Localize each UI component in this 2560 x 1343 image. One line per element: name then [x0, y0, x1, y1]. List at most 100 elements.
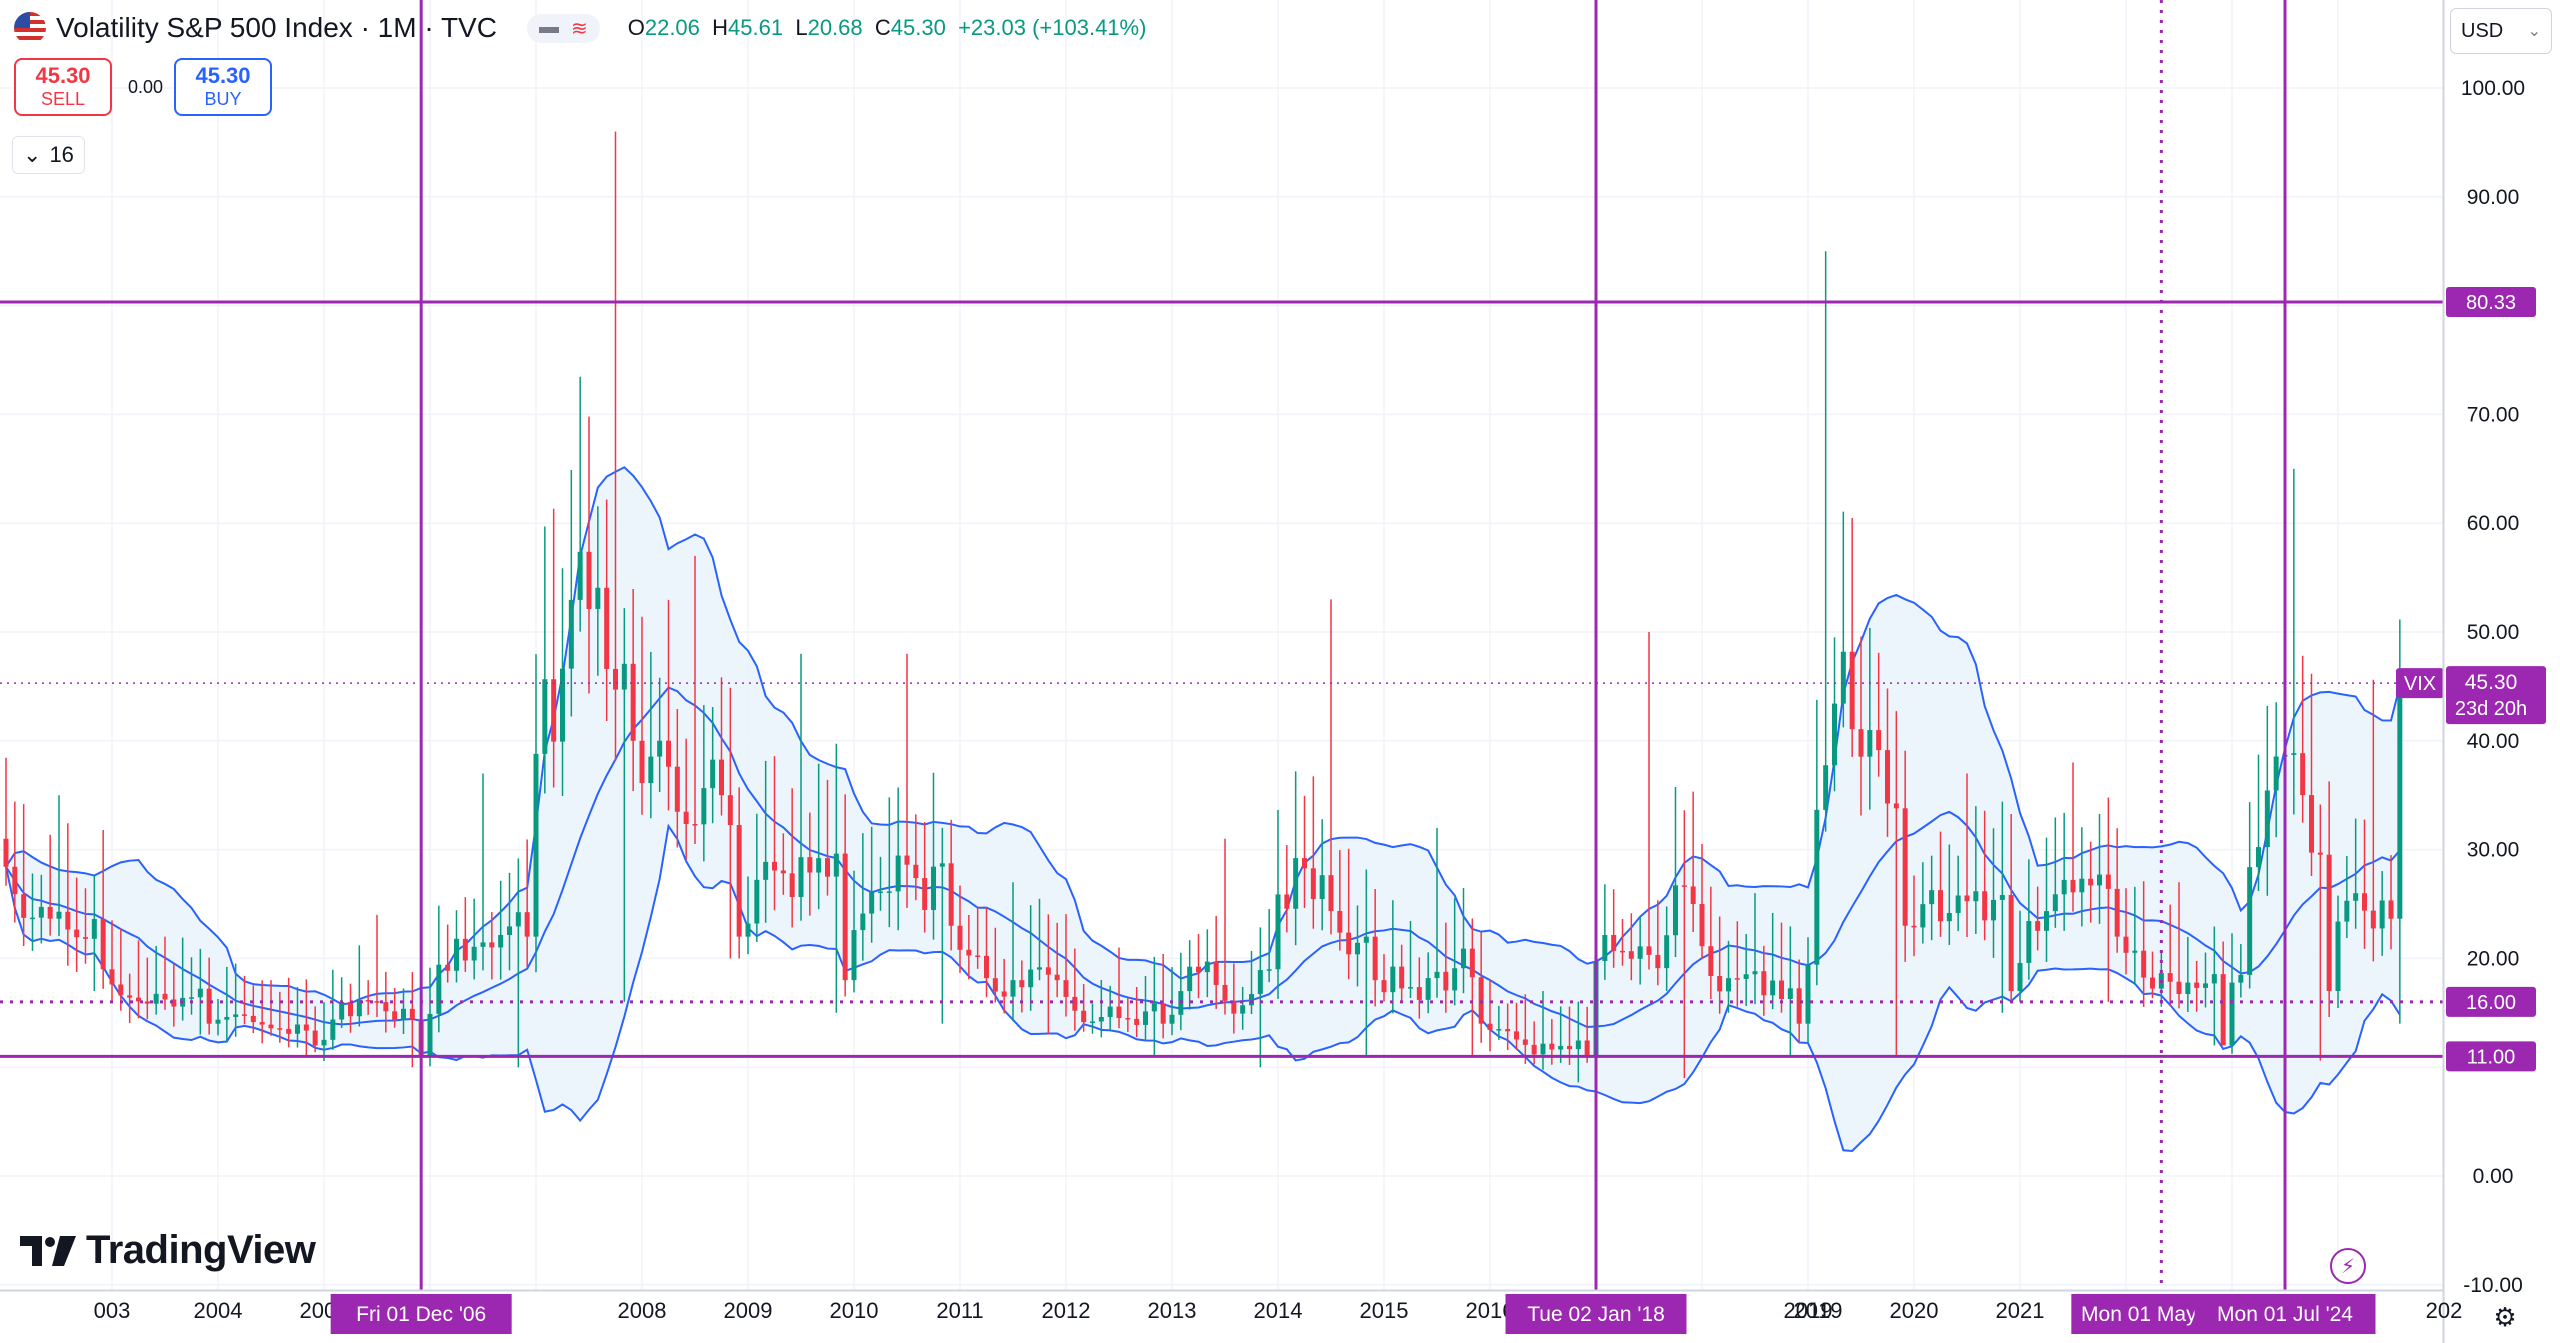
- candle-body: [1319, 875, 1325, 900]
- price-axis-badge: [2446, 1041, 2536, 1072]
- chevron-down-icon: ⌄: [2527, 23, 2541, 40]
- gear-icon[interactable]: ⚙: [2493, 1301, 2517, 1332]
- candle-body: [1567, 1045, 1572, 1050]
- candle-body: [162, 993, 168, 1000]
- candle-body: [1434, 971, 1440, 979]
- price-tick-label: 100.00: [2461, 77, 2525, 100]
- candle-body: [1363, 936, 1369, 943]
- candle-body: [2264, 790, 2270, 848]
- candle-body: [1266, 969, 1272, 971]
- candle-body: [1496, 1029, 1502, 1031]
- time-axis-badge-label: Mon 01 May: [2081, 1303, 2197, 1326]
- candle-body: [1681, 885, 1687, 887]
- candle-body: [1143, 1011, 1148, 1025]
- candle-body: [1531, 1044, 1537, 1055]
- symbol-title[interactable]: Volatility S&P 500 Index · 1M · TVC: [56, 12, 497, 43]
- candle-body: [1019, 980, 1025, 988]
- candle-body: [1743, 974, 1749, 979]
- candle-body: [83, 937, 88, 939]
- candle-body: [931, 866, 936, 910]
- wave-icon[interactable]: ≋: [570, 17, 588, 40]
- last-price-badge: [2446, 666, 2546, 725]
- candle-body: [233, 1014, 239, 1017]
- candle-body: [1726, 978, 1731, 992]
- price-axis-badge-label: 16.00: [2466, 992, 2516, 1014]
- minus-icon[interactable]: ▬: [538, 15, 559, 38]
- candle-body: [1063, 980, 1069, 997]
- candle-body: [1390, 966, 1396, 993]
- candle-body: [515, 912, 521, 927]
- bolt-icon[interactable]: ⚡: [2330, 1248, 2366, 1284]
- candle-body: [91, 919, 97, 939]
- candle-body: [595, 587, 601, 609]
- candle-body: [772, 861, 777, 871]
- time-tick-label: 2021: [1996, 1298, 2045, 1323]
- candle-body: [1196, 966, 1201, 973]
- candle-body: [1973, 891, 1979, 902]
- candle-body: [462, 938, 468, 961]
- candle-body: [992, 978, 998, 992]
- currency-select[interactable]: USD ⌄: [2450, 8, 2552, 54]
- candle-body: [551, 679, 557, 742]
- bollinger-upper: [5, 466, 2401, 1006]
- indicator-collapse-button[interactable]: ⌄ 16: [12, 136, 85, 174]
- candle-body: [498, 934, 504, 948]
- candle-body: [1708, 946, 1714, 976]
- time-tick-label: 2013: [1148, 1298, 1197, 1323]
- candle-body: [2229, 982, 2235, 1046]
- candle-body: [144, 1001, 150, 1004]
- chart-type-toggle[interactable]: ▬ ≋: [526, 13, 600, 43]
- candle-body: [2326, 854, 2332, 992]
- candle-body: [1946, 913, 1952, 922]
- candle-body: [1010, 980, 1016, 997]
- candle-body: [1849, 651, 1855, 730]
- candle-body: [2317, 852, 2323, 855]
- candle-body: [1001, 991, 1007, 997]
- candle-body: [1257, 970, 1263, 995]
- candle-body: [409, 1008, 415, 1020]
- time-tick-label: 202: [2426, 1298, 2463, 1323]
- candle-body: [136, 997, 141, 1002]
- candle-body: [1620, 950, 1625, 953]
- candle-body: [2141, 950, 2147, 978]
- change-value: +23.03 (+103.41%): [958, 15, 1147, 40]
- candle-body: [825, 858, 830, 877]
- price-tick-label: 70.00: [2467, 403, 2520, 426]
- time-tick-label: 003: [94, 1298, 131, 1323]
- candle-body: [427, 1013, 433, 1057]
- candle-body: [365, 1000, 371, 1002]
- candle-body: [2291, 753, 2297, 755]
- candle-body: [1425, 978, 1431, 1000]
- candle-body: [339, 1002, 345, 1020]
- time-tick-label: 2010: [830, 1298, 879, 1323]
- candle-body: [1584, 1040, 1590, 1057]
- price-tick-label: -10.00: [2463, 1274, 2523, 1297]
- buy-button[interactable]: 45.30 BUY: [174, 58, 272, 116]
- symbol-badge-label: VIX: [2404, 673, 2436, 695]
- close-value: 45.30: [890, 15, 946, 40]
- candle-body: [1690, 886, 1696, 904]
- candle-body: [65, 911, 71, 930]
- candle-body: [2370, 910, 2376, 929]
- time-tick-label: 2019: [1784, 1298, 1833, 1323]
- buy-price: 45.30: [195, 63, 251, 88]
- sell-button[interactable]: 45.30 SELL: [14, 58, 112, 116]
- candle-body: [1443, 971, 1449, 991]
- candle-body: [674, 766, 680, 812]
- candle-body: [127, 995, 133, 998]
- candle-body: [1037, 967, 1042, 970]
- candle-body: [2362, 893, 2367, 911]
- candle-body: [666, 740, 671, 767]
- candle-body: [1673, 885, 1678, 936]
- candle-body: [842, 853, 848, 981]
- candle-body: [1310, 868, 1316, 900]
- tradingview-logo[interactable]: TradingView: [20, 1228, 316, 1273]
- candle-body: [100, 919, 106, 970]
- candle-body: [816, 858, 822, 873]
- candle-body: [1646, 946, 1652, 955]
- candle-body: [2132, 950, 2138, 953]
- candle-body: [789, 873, 795, 897]
- candle-body: [1469, 948, 1475, 978]
- candle-body: [701, 788, 707, 825]
